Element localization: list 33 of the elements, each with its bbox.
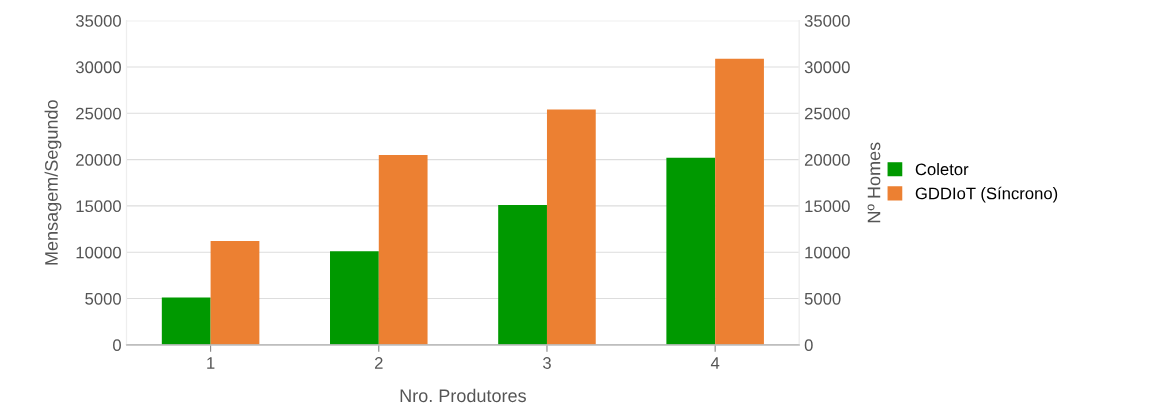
x-tick-label: 3 bbox=[542, 357, 551, 369]
y2-tick-label: 25000 bbox=[804, 107, 850, 120]
y-tick-label: 10000 bbox=[76, 246, 121, 259]
bar bbox=[378, 154, 428, 345]
y-tick-label: 25000 bbox=[76, 107, 121, 120]
x-tick-label: 4 bbox=[710, 357, 720, 369]
y-tick-label: 0 bbox=[113, 339, 121, 352]
legend-label: GDDIoT (Síncrono) bbox=[915, 186, 1058, 203]
x-tick-label: 1 bbox=[207, 357, 215, 369]
bar bbox=[546, 109, 596, 345]
y-tick-label: 15000 bbox=[76, 200, 121, 213]
y2-tick-label: 30000 bbox=[804, 61, 850, 74]
bar bbox=[161, 297, 211, 345]
y2-tick-label: 20000 bbox=[804, 154, 850, 166]
y2-tick-label: 35000 bbox=[804, 15, 850, 27]
y2-tick-label: 10000 bbox=[805, 246, 850, 259]
legend-label: Coletor bbox=[915, 163, 969, 176]
bar bbox=[666, 157, 716, 345]
x-axis-title: Nro. Produtores bbox=[400, 388, 526, 403]
y2-tick-label: 0 bbox=[804, 339, 813, 352]
bar bbox=[498, 204, 547, 345]
bar bbox=[330, 251, 379, 345]
y2-axis-title: Nº Homes bbox=[867, 142, 881, 223]
y-axis-title: Mensagem/Segundo bbox=[44, 100, 62, 265]
bar bbox=[715, 58, 764, 345]
y-tick-label: 30000 bbox=[75, 61, 121, 74]
y2-tick-label: 15000 bbox=[805, 200, 850, 213]
y-tick-label: 5000 bbox=[85, 292, 121, 305]
y-tick-label: 20000 bbox=[76, 154, 121, 166]
y2-tick-label: 5000 bbox=[804, 292, 841, 305]
y-tick-label: 35000 bbox=[75, 15, 121, 27]
x-tick-label: 2 bbox=[374, 357, 383, 369]
bar bbox=[210, 241, 260, 345]
